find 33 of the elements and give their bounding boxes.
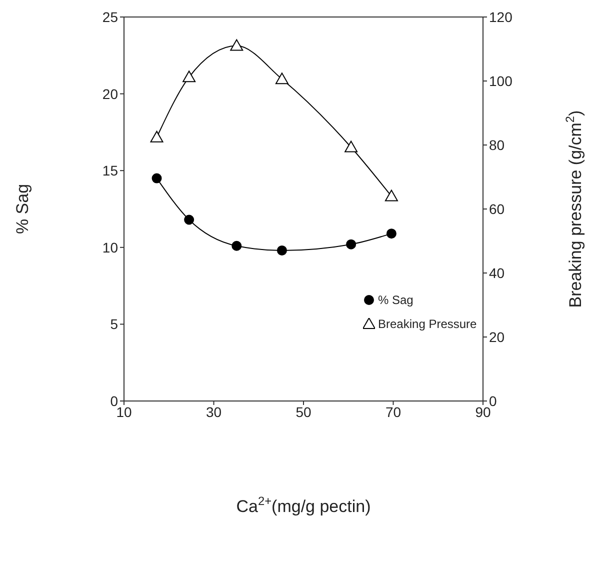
y2-tick-label: 120 (489, 8, 513, 25)
y-tick-label: 10 (102, 239, 118, 256)
point (232, 240, 242, 251)
point (344, 140, 358, 152)
x-tick-label: 70 (385, 404, 402, 420)
point (230, 39, 244, 51)
x-tick-label: 30 (206, 404, 222, 420)
y2-tick-label: 40 (489, 264, 505, 281)
y-axis-title: % Sag (13, 184, 32, 234)
y2-tick-label: 100 (489, 72, 513, 89)
point (346, 239, 356, 250)
y-tick-label: 25 (102, 8, 118, 25)
y2-tick-label: 0 (489, 392, 497, 409)
y-tick-label: 15 (102, 162, 118, 179)
point (150, 130, 164, 142)
x-tick-label: 90 (475, 404, 491, 420)
point (182, 70, 196, 82)
y2-tick-label: 80 (489, 136, 505, 153)
point (384, 190, 398, 202)
y-tick-label: 20 (102, 86, 118, 102)
point (152, 173, 162, 184)
point (184, 214, 194, 225)
legend-label: % Sag (378, 293, 414, 307)
point (276, 245, 287, 256)
x-tick-label: 50 (296, 404, 312, 420)
legend-label: Breaking Pressure (378, 317, 477, 331)
y-tick-label: 5 (110, 316, 118, 332)
point (386, 228, 396, 239)
y2-tick-label: 60 (489, 200, 505, 217)
point (275, 72, 288, 84)
x-axis-title: Ca$^{2+}$(mg/g pectin) (236, 494, 371, 516)
y2-tick-label: 20 (489, 328, 505, 345)
y-tick-label: 0 (110, 392, 118, 409)
